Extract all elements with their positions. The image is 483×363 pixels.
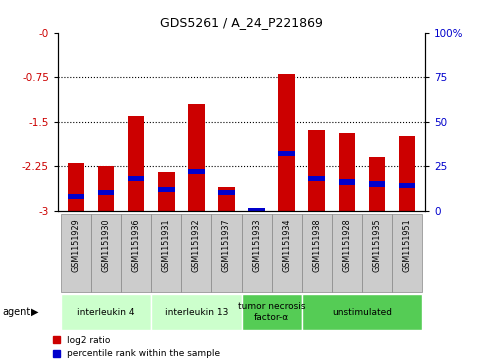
- Text: interleukin 13: interleukin 13: [165, 308, 228, 317]
- Bar: [248, 208, 265, 213]
- Bar: [128, 176, 144, 181]
- Text: GSM1151951: GSM1151951: [402, 218, 412, 272]
- Bar: [151, 294, 242, 330]
- Bar: [158, 187, 174, 192]
- Bar: [278, 74, 295, 211]
- Bar: [218, 187, 235, 211]
- Text: unstimulated: unstimulated: [332, 308, 392, 317]
- Bar: [188, 104, 205, 211]
- Text: GSM1151929: GSM1151929: [71, 218, 81, 272]
- Bar: [398, 183, 415, 188]
- Text: GSM1151931: GSM1151931: [162, 218, 171, 272]
- Text: interleukin 4: interleukin 4: [77, 308, 135, 317]
- Bar: [91, 214, 121, 292]
- Bar: [302, 294, 422, 330]
- Bar: [309, 176, 325, 181]
- Text: tumor necrosis
factor-α: tumor necrosis factor-α: [238, 302, 305, 322]
- Bar: [151, 214, 181, 292]
- Text: ▶: ▶: [31, 307, 39, 317]
- Bar: [242, 294, 302, 330]
- Title: GDS5261 / A_24_P221869: GDS5261 / A_24_P221869: [160, 16, 323, 29]
- Bar: [181, 214, 212, 292]
- Bar: [339, 134, 355, 211]
- Text: GSM1151938: GSM1151938: [312, 218, 321, 272]
- Bar: [121, 214, 151, 292]
- Bar: [128, 116, 144, 211]
- Bar: [302, 214, 332, 292]
- Bar: [68, 163, 85, 211]
- Bar: [188, 169, 205, 174]
- Text: GSM1151932: GSM1151932: [192, 218, 201, 272]
- Bar: [392, 214, 422, 292]
- Bar: [369, 181, 385, 187]
- Legend: log2 ratio, percentile rank within the sample: log2 ratio, percentile rank within the s…: [53, 336, 220, 359]
- Text: GSM1151934: GSM1151934: [282, 218, 291, 272]
- Text: GSM1151928: GSM1151928: [342, 218, 351, 272]
- Bar: [98, 190, 114, 195]
- Bar: [61, 294, 151, 330]
- Bar: [278, 151, 295, 156]
- Bar: [271, 214, 302, 292]
- Bar: [339, 179, 355, 185]
- Bar: [61, 214, 91, 292]
- Text: GSM1151933: GSM1151933: [252, 218, 261, 272]
- Bar: [369, 157, 385, 211]
- Text: GSM1151936: GSM1151936: [132, 218, 141, 272]
- Bar: [398, 136, 415, 211]
- Bar: [158, 172, 174, 211]
- Bar: [242, 214, 271, 292]
- Text: GSM1151930: GSM1151930: [101, 218, 111, 272]
- Bar: [68, 193, 85, 199]
- Bar: [98, 166, 114, 211]
- Bar: [218, 190, 235, 195]
- Bar: [362, 214, 392, 292]
- Text: agent: agent: [2, 307, 30, 317]
- Text: GSM1151935: GSM1151935: [372, 218, 382, 272]
- Text: GSM1151937: GSM1151937: [222, 218, 231, 272]
- Bar: [309, 130, 325, 211]
- Bar: [212, 214, 242, 292]
- Bar: [332, 214, 362, 292]
